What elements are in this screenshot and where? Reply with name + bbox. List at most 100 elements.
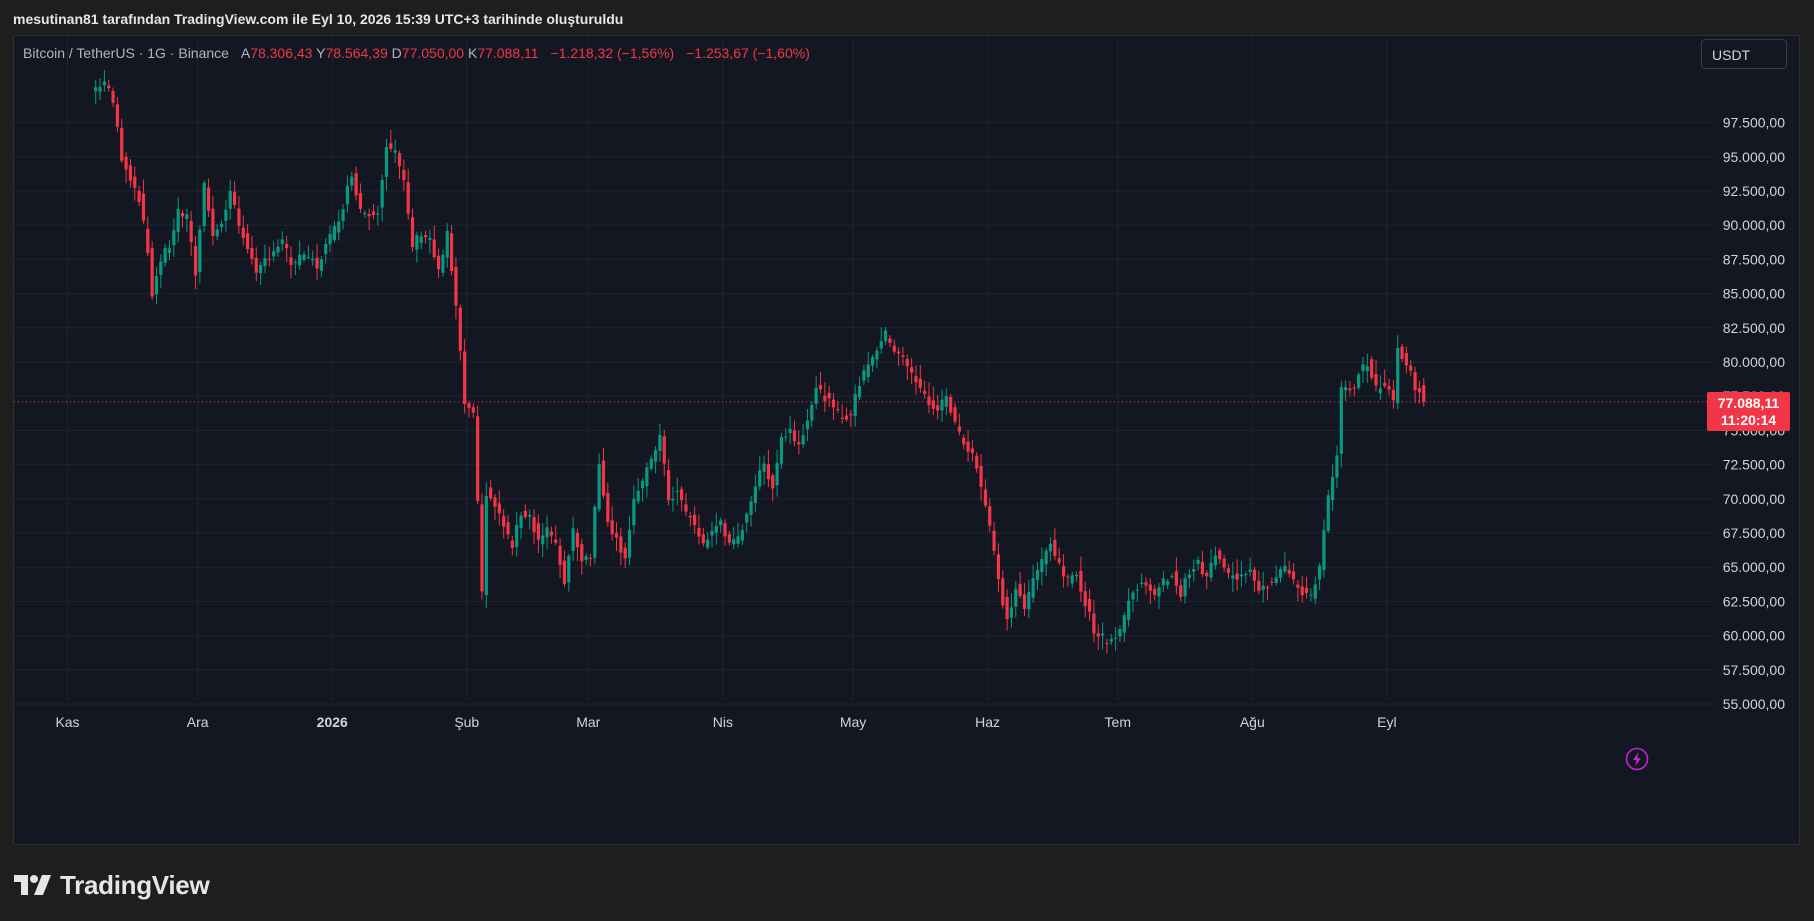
open-label: A [240, 45, 251, 61]
candle-up [1196, 559, 1200, 565]
candle-up [1309, 594, 1313, 596]
candle-down [684, 504, 688, 512]
candle-up [1331, 476, 1335, 501]
candle-up [1244, 573, 1248, 576]
candle-down [107, 85, 111, 89]
candle-up [1044, 550, 1048, 565]
low-value: 77.050,00 [401, 45, 465, 61]
y-tick-label: 97.500,00 [1723, 115, 1785, 131]
candle-down [180, 212, 185, 217]
candle-up [675, 490, 679, 492]
candle-up [1339, 387, 1343, 454]
candle-up [1274, 577, 1278, 583]
candle-down [1265, 587, 1270, 589]
candle-up [1127, 600, 1131, 620]
candle-down [614, 533, 619, 538]
candle-down [957, 426, 961, 432]
candle-up [636, 490, 640, 502]
candle-down [1022, 594, 1027, 610]
candle-down [549, 531, 554, 536]
candle-down [480, 504, 484, 592]
candle-up [1070, 575, 1074, 584]
candle-down [1383, 383, 1387, 387]
candle-down [558, 545, 562, 565]
currency-select-button[interactable]: USDT [1701, 39, 1787, 69]
lightning-icon[interactable] [1625, 747, 1649, 771]
candle-up [311, 258, 315, 261]
candle-down [389, 143, 393, 149]
candle-up [1135, 589, 1139, 591]
candle-down [1079, 570, 1083, 592]
candle-up [228, 191, 232, 209]
candle-up [376, 213, 380, 215]
candle-up [801, 435, 805, 445]
candle-up [159, 261, 163, 275]
candle-up [1100, 633, 1105, 636]
candle-up [393, 150, 397, 153]
candle-up [810, 404, 814, 421]
candle-up [98, 87, 102, 92]
change-value-2: −1.253,67 (−1,60%) [686, 45, 810, 61]
candle-down [988, 506, 992, 526]
candle-down [554, 539, 558, 543]
candle-up [324, 243, 328, 254]
candle-down [697, 527, 701, 537]
candle-up [1231, 575, 1235, 579]
candle-up [1248, 569, 1252, 572]
candle-up [719, 520, 723, 526]
candle-down [1226, 568, 1231, 574]
candle-down [831, 399, 836, 408]
candle-up [202, 182, 206, 227]
candle-down [1001, 578, 1005, 606]
candle-down [397, 153, 402, 167]
price-chart[interactable]: 55.000,00 57.500,00 60.000,00 62.500,00 65.0… [14, 36, 1799, 844]
candle-up [740, 530, 744, 541]
tradingview-logo[interactable]: TradingView [14, 870, 210, 900]
candle-up [215, 229, 219, 237]
candle-up [263, 258, 267, 266]
x-tick-label: Eyl [1377, 714, 1396, 730]
candle-down [914, 376, 918, 383]
close-label: K [467, 45, 478, 61]
candle-up [515, 524, 519, 547]
y-tick-label: 82.500,00 [1723, 320, 1785, 336]
candle-up [293, 262, 297, 264]
candle-up [597, 464, 601, 510]
candle-down [532, 516, 536, 533]
candle-down [962, 437, 966, 445]
candle-up [866, 364, 870, 377]
candle-up [163, 247, 167, 263]
candle-down [128, 165, 133, 181]
candle-down [1057, 558, 1061, 563]
candle-down [983, 489, 988, 506]
candle-up [1322, 530, 1326, 571]
candle-down [267, 258, 271, 260]
candle-up [1114, 637, 1118, 639]
candle-down [1235, 573, 1239, 580]
candle-up [714, 525, 718, 533]
symbol-label[interactable]: Bitcoin / TetherUS · 1G · Binance [23, 45, 229, 61]
candle-down [193, 246, 198, 276]
x-tick-label: Ağu [1240, 714, 1265, 730]
candle-down [410, 217, 415, 248]
candle-down [1174, 571, 1178, 586]
candle-up [1035, 569, 1040, 581]
candle-down [141, 193, 146, 221]
candle-up [1335, 455, 1339, 478]
candle-up [380, 179, 384, 208]
candle-up [545, 527, 549, 538]
candle-down [905, 358, 909, 367]
candle-down [406, 182, 410, 214]
candle-up [167, 248, 172, 254]
candle-down [1148, 584, 1152, 591]
chart-panel[interactable]: 55.000,00 57.500,00 60.000,00 62.500,00 65.0… [13, 35, 1800, 845]
candle-up [198, 229, 202, 273]
candle-down [423, 235, 428, 238]
candle-down [766, 464, 771, 480]
candle-up [627, 530, 632, 558]
candle-down [693, 514, 697, 526]
candle-up [875, 350, 879, 360]
candle-up [1183, 578, 1187, 597]
candle-up [484, 496, 488, 596]
candle-down [489, 487, 493, 499]
